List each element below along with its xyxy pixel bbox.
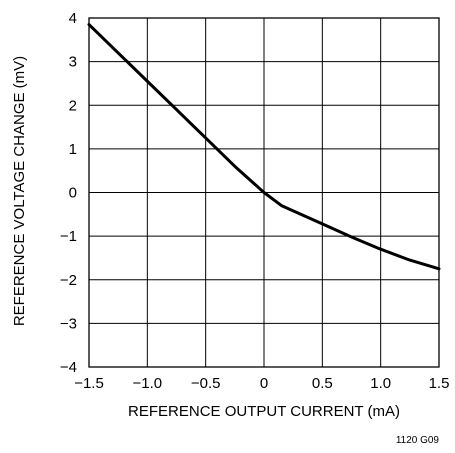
y-tick-label: −3	[60, 315, 77, 332]
y-tick-label: 2	[69, 97, 77, 114]
series-line-group	[87, 23, 441, 271]
y-tick-label: 0	[69, 185, 77, 202]
plot-frame	[88, 17, 440, 368]
x-axis-label: REFERENCE OUTPUT CURRENT (mA)	[128, 403, 400, 420]
y-tick-label: 1	[69, 141, 77, 158]
x-tick-label: 1.5	[429, 375, 450, 392]
x-tick-label: −1.0	[133, 375, 163, 392]
y-tick-label: 4	[69, 10, 77, 27]
x-tick-label: 1.0	[370, 375, 391, 392]
figure-code: 1120 G09	[396, 435, 440, 446]
series-line	[87, 23, 441, 271]
x-tick-label: −0.5	[191, 375, 221, 392]
x-tick-label: 0	[260, 375, 268, 392]
x-tick-label: −1.5	[74, 375, 104, 392]
y-tick-label: −4	[60, 359, 77, 376]
x-tick-label: 0.5	[312, 375, 333, 392]
grid	[88, 17, 440, 368]
y-axis-label: REFERENCE VOLTAGE CHANGE (mV)	[11, 56, 28, 326]
y-tick-label: −1	[60, 228, 77, 245]
tick-labels: −1.5 −1.0 −0.5 0 0.5 1.0 1.5 4 3 2 1 0 −1 −2 −3 −4	[60, 10, 450, 392]
y-tick-label: 3	[69, 54, 77, 71]
y-tick-label: −2	[60, 272, 77, 289]
